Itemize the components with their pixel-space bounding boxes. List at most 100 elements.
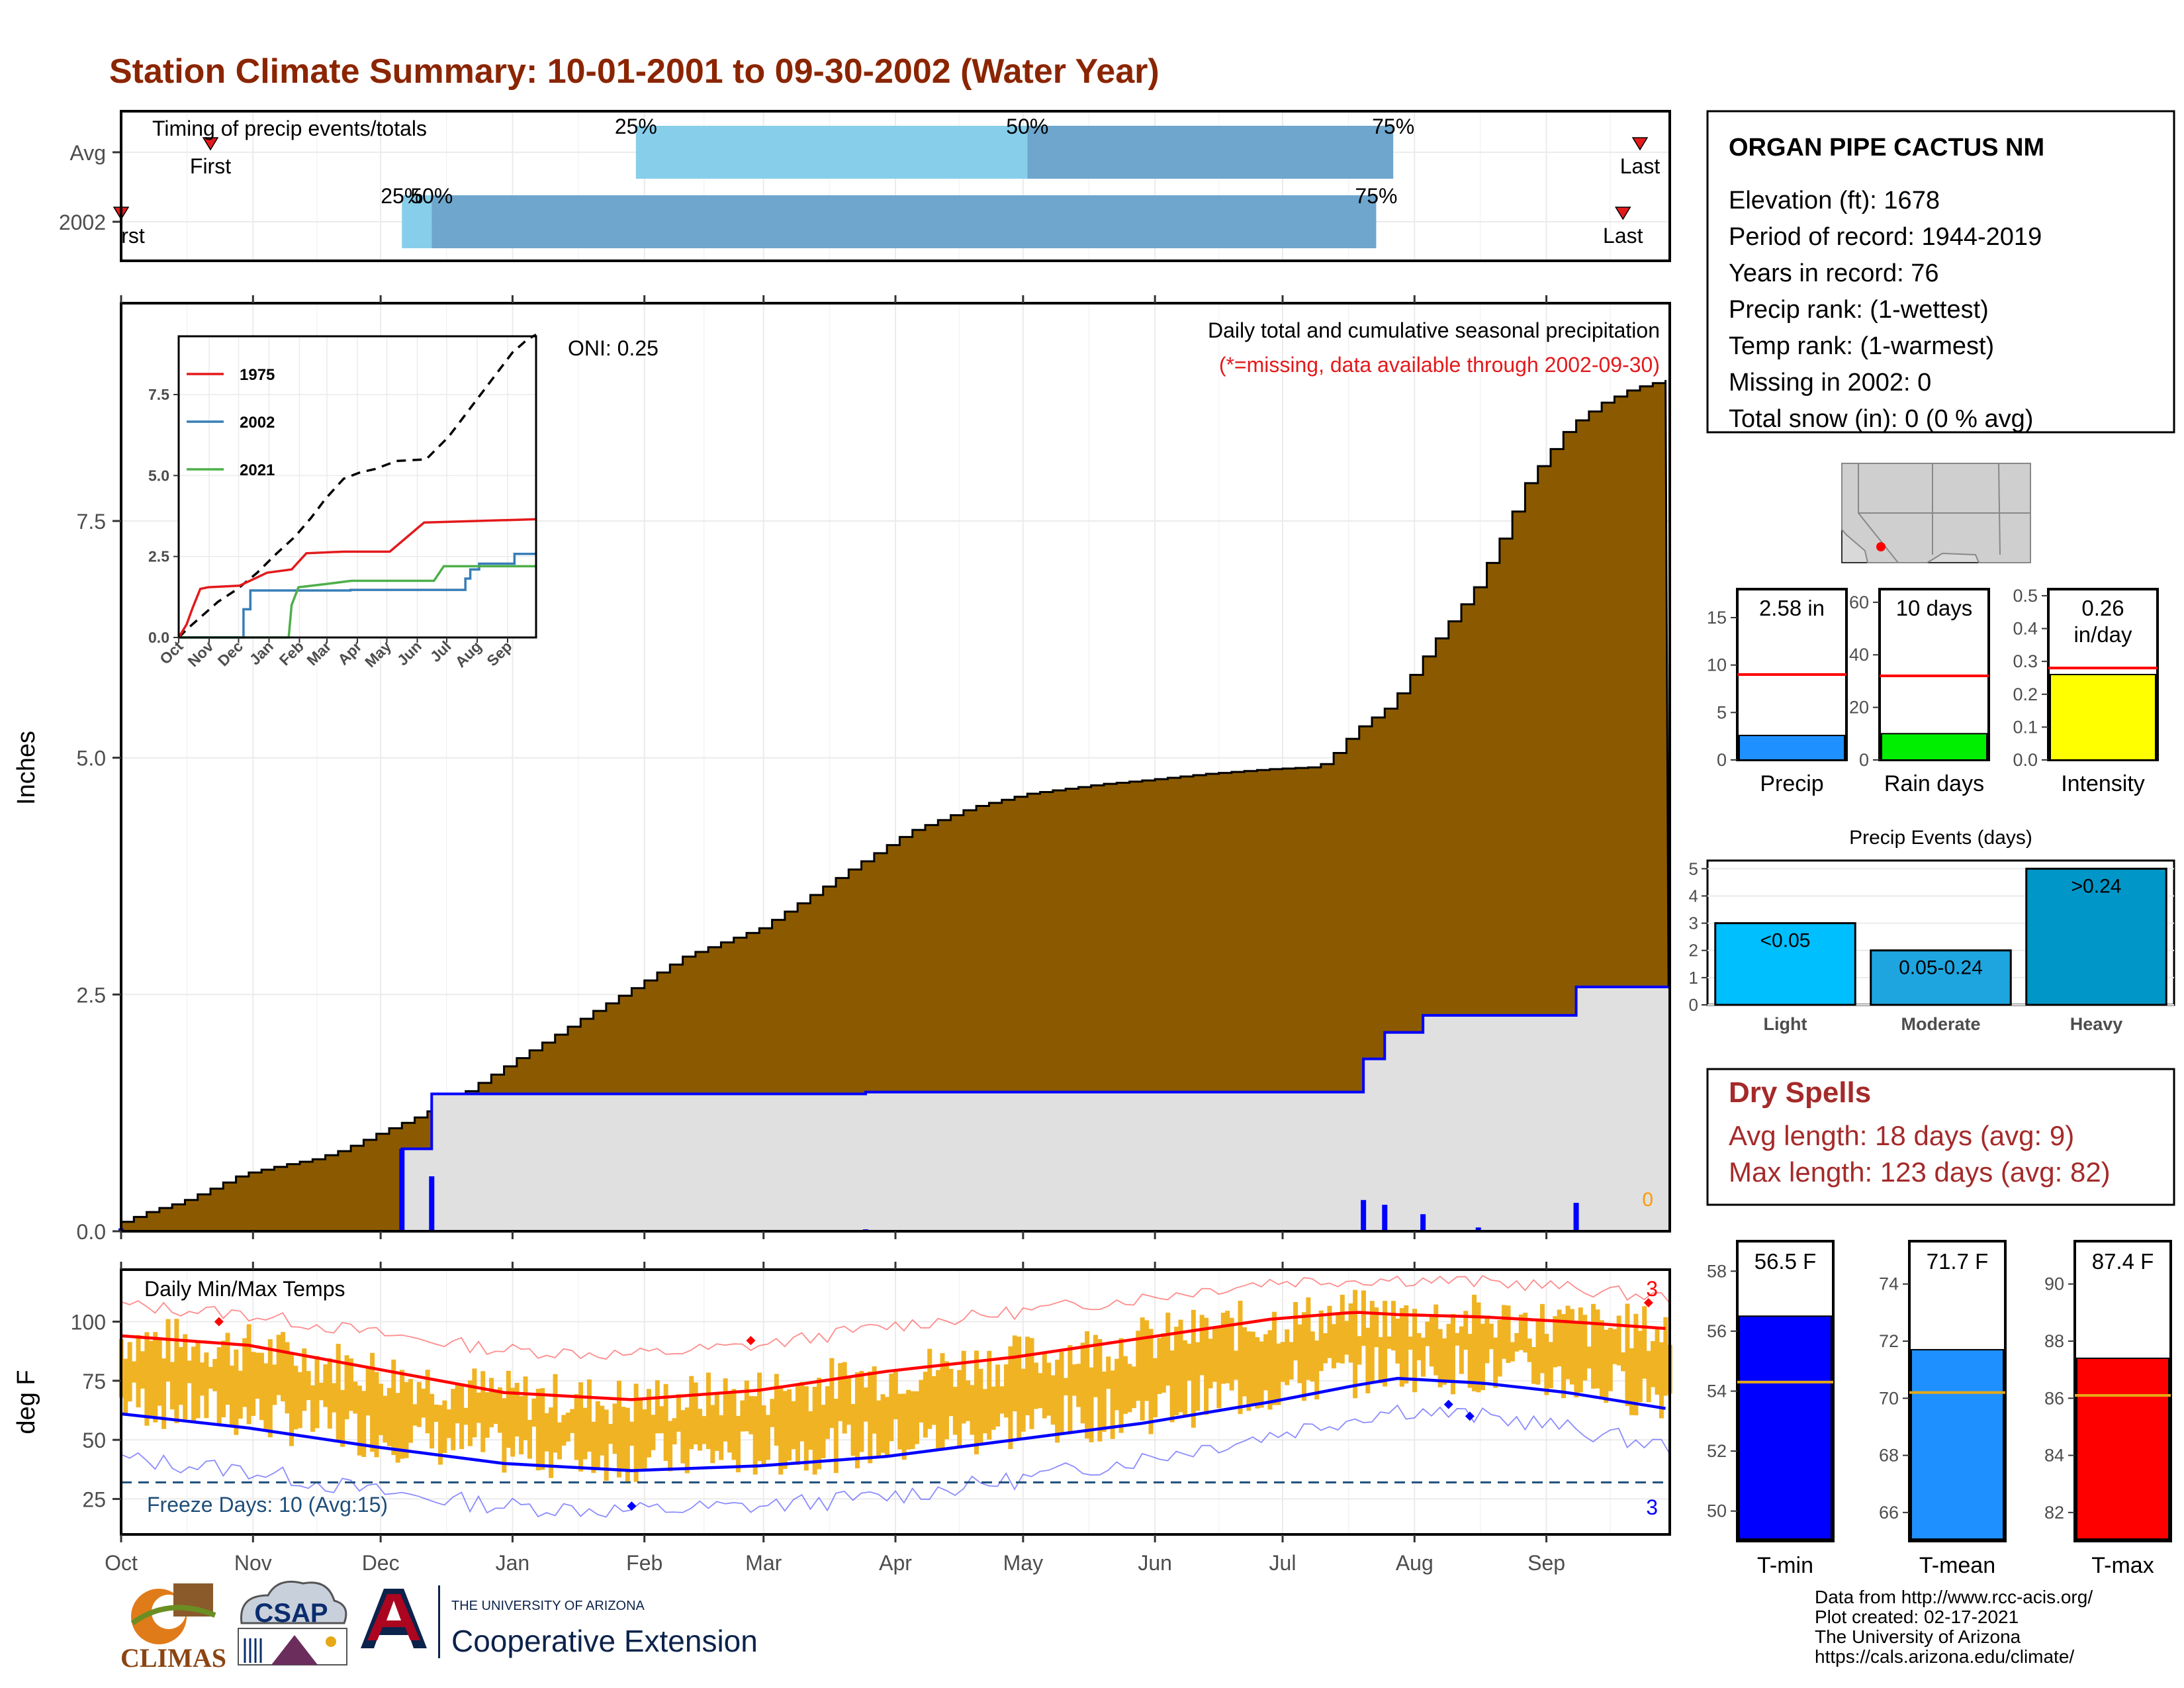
summary-value-label: 10 days: [1896, 596, 1973, 620]
events-bar-label: 0.05-0.24: [1899, 957, 1983, 979]
inset-ytick-label: 0.0: [148, 629, 169, 646]
timing-bar-50-75: [432, 195, 1377, 248]
daily-temp-bar: [1255, 1337, 1260, 1409]
daily-temp-bar: [651, 1415, 656, 1450]
daily-temp-bar: [680, 1410, 686, 1464]
events-bar-moderate: [1870, 949, 2012, 1006]
temperature-bars: 56.5 F 50 52 54 56 58 T-min 71.7 F 66 68 70 72 74 T-m…: [1707, 1240, 2172, 1578]
daily-temp-bar: [1455, 1333, 1460, 1346]
daily-temp-bar: [987, 1350, 992, 1440]
daily-temp-bar: [123, 1358, 128, 1415]
daily-precip-bar: [429, 1176, 435, 1231]
daily-temp-bar: [267, 1339, 273, 1438]
daily-temp-bar: [493, 1391, 498, 1425]
daily-temp-bar: [242, 1338, 248, 1407]
daily-temp-bar: [1374, 1307, 1379, 1348]
daily-precip-bar: [1475, 1227, 1481, 1231]
month-label: Mar: [745, 1551, 782, 1575]
daily-temp-bar: [1569, 1309, 1574, 1385]
daily-temp-bar: [1378, 1337, 1383, 1383]
temp-ylabel: deg F: [13, 1370, 40, 1434]
cold-days-count: 3: [1646, 1495, 1658, 1519]
daily-temp-bar: [1191, 1309, 1196, 1428]
daily-temp-bar: [1527, 1338, 1532, 1362]
daily-temp-bar: [625, 1407, 630, 1482]
daily-temp-bar: [136, 1335, 141, 1408]
daily-temp-bar: [276, 1335, 281, 1395]
station-info-line: Elevation (ft): 1678: [1729, 187, 1940, 214]
daily-temp-bar: [519, 1395, 524, 1455]
timing-quantile-label: 50%: [1006, 115, 1048, 138]
daily-temp-bar: [952, 1386, 958, 1435]
daily-temp-bar: [1178, 1319, 1183, 1413]
summary-ytick-label: 0.5: [2013, 586, 2038, 606]
daily-temp-bar: [923, 1372, 928, 1438]
temp-bar-t-mean: [1911, 1348, 2004, 1540]
daily-temp-bar: [1425, 1321, 1430, 1346]
summary-ytick-label: 0: [1859, 750, 1869, 770]
station-info-box: ORGAN PIPE CACTUS NM Elevation (ft): 167…: [1706, 110, 2175, 434]
daily-temp-bar: [549, 1407, 554, 1478]
inset-average-line: [177, 334, 537, 639]
month-label: Jul: [1269, 1551, 1297, 1575]
daily-temp-bar: [204, 1352, 209, 1419]
daily-temp-bar: [1068, 1345, 1073, 1433]
daily-temp-bar: [1293, 1301, 1298, 1361]
daily-temp-bar: [1412, 1309, 1418, 1393]
timing-quantile-label: 25%: [615, 115, 657, 138]
daily-temp-bar: [978, 1368, 983, 1443]
daily-temp-bar: [553, 1374, 558, 1453]
daily-temp-bar: [927, 1348, 933, 1429]
footer-credits: Data from http://www.rcc-acis.org/Plot c…: [1815, 1587, 2093, 1667]
daily-temp-bar: [868, 1371, 873, 1464]
daily-temp-bar: [966, 1380, 971, 1421]
daily-temp-bar: [1437, 1329, 1443, 1387]
avg-max-temp-line: [120, 1311, 1666, 1401]
daily-temp-bar: [1165, 1313, 1171, 1386]
events-category-label: Light: [1764, 1014, 1807, 1034]
daily-temp-bar: [846, 1376, 852, 1425]
daily-temp-bar: [1101, 1371, 1107, 1432]
daily-temp-bar: [1212, 1327, 1217, 1382]
daily-temp-bar: [638, 1399, 643, 1469]
daily-temp-bar: [970, 1385, 975, 1435]
climas-text: CLIMAS: [120, 1643, 226, 1673]
temp-bar-ytick-label: 70: [1879, 1388, 1899, 1408]
daily-temp-bar: [1599, 1320, 1604, 1398]
dry-max-length: Max length: 123 days (avg: 82): [1729, 1156, 2111, 1188]
daily-temp-bar: [633, 1383, 639, 1482]
daily-temp-bar: [1357, 1336, 1362, 1365]
daily-temp-bar: [1131, 1366, 1136, 1409]
summary-xlabel: Rain days: [1884, 771, 1984, 796]
daily-temp-bar: [1118, 1338, 1124, 1433]
daily-temp-bar: [540, 1387, 545, 1470]
daily-temp-bar: [1450, 1313, 1455, 1395]
freeze-days-label: Freeze Days: 10 (Avg:15): [147, 1493, 388, 1517]
daily-temp-bar: [1289, 1342, 1294, 1380]
daily-temp-bar: [1484, 1315, 1490, 1364]
daily-temp-bar: [595, 1401, 600, 1469]
daily-temp-bar: [991, 1386, 996, 1430]
daily-temp-bar: [535, 1389, 541, 1471]
daily-temp-bar: [659, 1406, 664, 1434]
summary-value-label: 2.58 in: [1759, 596, 1825, 620]
last-event-marker: [1631, 137, 1649, 151]
summary-value-unit: in/day: [2073, 622, 2132, 647]
daily-temp-bar: [1263, 1334, 1269, 1391]
daily-temp-bar: [404, 1382, 409, 1458]
daily-temp-bar: [336, 1344, 341, 1441]
timing-bar-25-50: [635, 126, 1028, 179]
daily-temp-bar: [1353, 1289, 1358, 1399]
daily-temp-bar: [749, 1395, 754, 1434]
daily-temp-bar: [578, 1382, 584, 1472]
daily-temp-bar: [1110, 1370, 1115, 1439]
daily-temp-bar: [1327, 1305, 1332, 1358]
daily-temp-bar: [1488, 1323, 1494, 1350]
daily-temp-bar: [1344, 1321, 1349, 1355]
daily-temp-bar: [451, 1389, 456, 1450]
temp-label: Daily Min/Max Temps: [144, 1277, 345, 1301]
timing-label: Timing of precip events/totals: [152, 117, 427, 140]
daily-temp-bar: [1280, 1342, 1285, 1382]
daily-temp-bar: [195, 1341, 201, 1419]
cumulative-2002-line: [121, 985, 1670, 1233]
